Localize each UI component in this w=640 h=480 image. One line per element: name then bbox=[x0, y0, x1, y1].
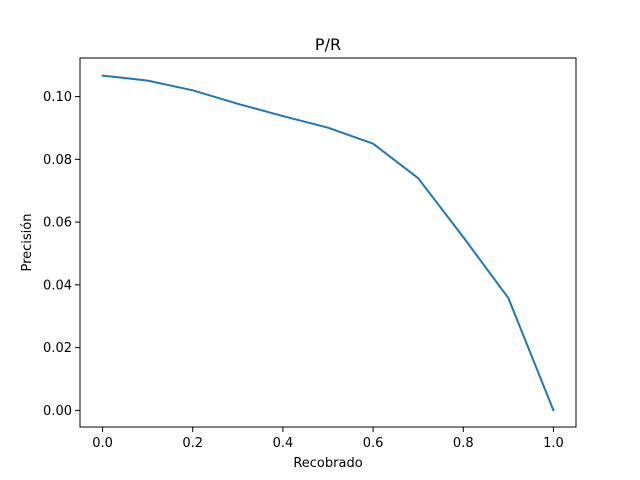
series-layer bbox=[101, 74, 555, 412]
y-tick-label: 0.00 bbox=[43, 404, 72, 419]
x-tick-label: 0.8 bbox=[453, 436, 474, 451]
y-tick-label: 0.10 bbox=[43, 90, 72, 105]
y-axis-ticks: 0.00 0.02 0.04 0.06 0.08 0.10 bbox=[43, 90, 80, 419]
x-tick-label: 0.0 bbox=[92, 436, 113, 451]
x-tick-label: 0.2 bbox=[182, 436, 203, 451]
y-tick-label: 0.08 bbox=[43, 153, 72, 168]
plot-frame bbox=[79, 57, 577, 428]
y-tick-label: 0.06 bbox=[43, 216, 72, 231]
x-tick-label: 0.4 bbox=[273, 436, 294, 451]
x-axis-ticks: 0.0 0.2 0.4 0.6 0.8 1.0 bbox=[92, 427, 564, 451]
chart-title: P/R bbox=[315, 35, 341, 54]
x-tick-label: 1.0 bbox=[543, 436, 564, 451]
series-line bbox=[101, 74, 555, 412]
axes-layer: 0.0 0.2 0.4 0.6 0.8 1.0 0.000.020.040.060.080… bbox=[43, 57, 577, 451]
y-tick-label: 0.02 bbox=[43, 341, 72, 356]
x-axis-title: Recobrado bbox=[293, 456, 362, 471]
y-tick-label: 0.04 bbox=[43, 278, 72, 293]
x-tick-label: 0.6 bbox=[363, 436, 384, 451]
y-axis-title: Precisión bbox=[20, 213, 35, 271]
